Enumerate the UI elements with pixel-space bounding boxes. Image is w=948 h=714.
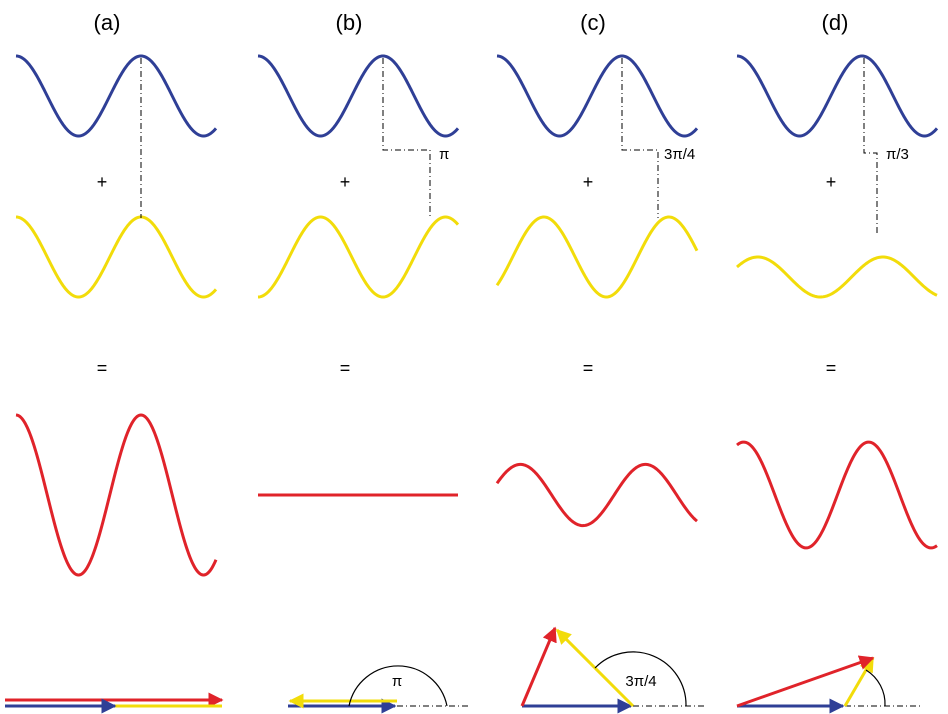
- phasor-phase-label-b: π: [392, 673, 402, 690]
- panel-label-b: (b): [335, 10, 363, 35]
- wave-b-panel-b: [257, 215, 460, 299]
- phase-arc-panel-b: [348, 665, 448, 707]
- equals-sign-a: =: [96, 358, 108, 378]
- wave-b-panel-c: [495, 215, 699, 299]
- sum-wave-panel-d: [736, 440, 938, 550]
- wave-b-panel-d: [736, 255, 938, 299]
- guide-line-panel-d: [863, 58, 878, 235]
- phasor-sum-panel-c: [520, 626, 557, 707]
- phase-label-c: 3π/4: [664, 146, 696, 163]
- wave-a-panel-b: [257, 54, 460, 138]
- sum-wave-panel-c: [495, 462, 698, 528]
- panel-label-c: (c): [580, 10, 606, 35]
- plus-sign-c: +: [582, 172, 594, 192]
- phase-arc-panel-d: [865, 669, 886, 707]
- phase-label-b: π: [439, 146, 450, 163]
- panel-label-d: (d): [821, 10, 849, 35]
- guide-line-panel-c: [621, 58, 659, 218]
- wave-a-panel-c: [496, 54, 699, 138]
- guide-line-panel-b: [382, 58, 431, 218]
- wave-a-panel-a: [15, 54, 218, 138]
- phasor-sum-panel-d: [736, 655, 875, 708]
- phasor-phase-label-c: 3π/4: [625, 673, 656, 690]
- wave-a-panel-d: [736, 54, 939, 138]
- phase-arc-panel-c: [594, 651, 687, 707]
- plus-sign-a: +: [96, 172, 108, 192]
- equals-sign-d: =: [825, 358, 837, 378]
- equals-sign-b: =: [339, 358, 351, 378]
- wave-b-panel-a: [15, 215, 218, 299]
- panel-label-a: (a): [93, 10, 121, 35]
- plus-sign-b: +: [339, 172, 351, 192]
- sum-wave-panel-a: [15, 413, 218, 577]
- plus-sign-d: +: [825, 172, 837, 192]
- phase-label-d: π/3: [886, 146, 909, 163]
- equals-sign-c: =: [582, 358, 594, 378]
